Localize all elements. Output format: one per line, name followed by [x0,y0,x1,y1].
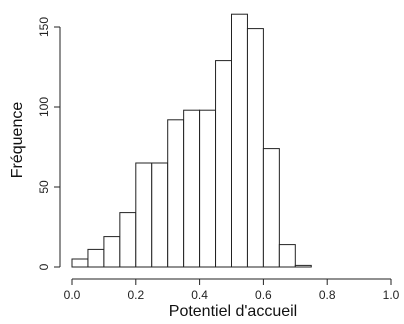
histogram-bar-3 [119,212,137,268]
x-axis: 0.0 0.2 0.4 0.6 0.8 1.0 [64,278,400,302]
x-tick-label: 0.4 [191,288,208,302]
histogram-bar-0 [71,258,89,268]
x-tick-label: 0.8 [319,288,336,302]
histogram-bar-1 [87,248,105,268]
x-axis-title: Potentiel d'accueil [169,303,297,320]
y-axis: 0 50 100 150 [37,17,61,270]
x-tick-label: 0.0 [64,288,81,302]
histogram-bar-13 [278,244,296,268]
x-tick-label: 0.6 [255,288,272,302]
histogram-bar-7 [183,109,201,268]
histogram-bar-5 [151,162,169,268]
x-tick-label: 0.2 [127,288,144,302]
histogram-bar-8 [199,109,217,268]
histogram-bar-14 [294,264,312,268]
y-tick-label: 50 [37,180,51,194]
y-tick-label: 100 [37,97,51,117]
x-tick-label: 1.0 [383,288,400,302]
histogram-bar-10 [231,13,248,268]
histogram-bar-6 [167,119,185,268]
y-axis-title: Fréquence [9,102,26,179]
histogram-bar-11 [246,28,264,268]
histogram-bar-9 [215,60,233,268]
histogram-bar-12 [262,148,280,268]
histogram-bar-4 [135,162,153,268]
histogram-bar-2 [103,236,121,268]
y-tick-label: 150 [37,17,51,37]
bars-layer [71,13,312,268]
y-tick-label: 0 [37,263,51,270]
